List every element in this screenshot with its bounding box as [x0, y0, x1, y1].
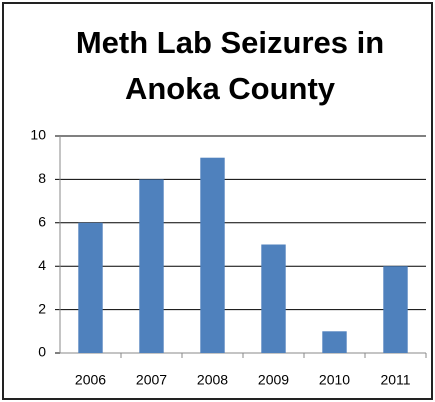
- y-tick-label: 10: [30, 127, 46, 143]
- y-tick-label: 4: [38, 257, 46, 273]
- bar: [139, 179, 164, 353]
- x-tick-label: 2008: [197, 372, 228, 388]
- y-tick-label: 0: [38, 344, 46, 360]
- x-tick-label: 2009: [258, 372, 289, 388]
- bar: [322, 331, 347, 353]
- x-tick-label: 2011: [380, 372, 410, 388]
- y-tick-label: 6: [38, 214, 46, 230]
- bar: [261, 244, 286, 353]
- bar: [78, 222, 103, 353]
- y-tick-label: 8: [38, 170, 46, 186]
- bar: [383, 266, 408, 353]
- chart-title: Meth Lab Seizures in Anoka County: [75, 25, 385, 106]
- x-tick-label: 2006: [75, 372, 106, 388]
- y-tick-label: 2: [38, 300, 46, 316]
- x-tick-label: 2010: [319, 372, 350, 388]
- x-tick-label: 2007: [136, 372, 167, 388]
- bar: [200, 157, 225, 353]
